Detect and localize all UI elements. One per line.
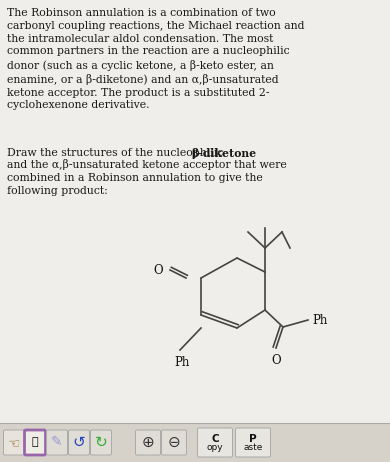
Text: The Robinson annulation is a combination of two
carbonyl coupling reactions, the: The Robinson annulation is a combination… xyxy=(7,8,305,110)
Text: β-diketone: β-diketone xyxy=(191,148,256,159)
FancyBboxPatch shape xyxy=(161,430,186,455)
Text: ↺: ↺ xyxy=(73,435,85,450)
Text: O: O xyxy=(153,263,163,276)
FancyBboxPatch shape xyxy=(4,430,25,455)
Text: Draw the structures of the nucleophilic: Draw the structures of the nucleophilic xyxy=(7,148,227,158)
FancyBboxPatch shape xyxy=(135,430,161,455)
Text: and the α,β-unsaturated ketone acceptor that were
combined in a Robinson annulat: and the α,β-unsaturated ketone acceptor … xyxy=(7,159,287,196)
FancyBboxPatch shape xyxy=(69,430,89,455)
Text: aste: aste xyxy=(243,443,263,452)
FancyBboxPatch shape xyxy=(46,430,67,455)
Text: opy: opy xyxy=(207,443,223,452)
FancyBboxPatch shape xyxy=(197,428,232,457)
Text: Ph: Ph xyxy=(174,356,190,369)
Bar xyxy=(0,423,390,462)
Text: 🗒: 🗒 xyxy=(32,438,38,448)
Text: C: C xyxy=(211,433,219,444)
Text: ⊖: ⊖ xyxy=(168,435,180,450)
Text: ⊕: ⊕ xyxy=(142,435,154,450)
Text: ↻: ↻ xyxy=(95,435,107,450)
Text: Ph: Ph xyxy=(312,314,327,327)
FancyBboxPatch shape xyxy=(90,430,112,455)
Text: O: O xyxy=(271,354,281,367)
FancyBboxPatch shape xyxy=(25,430,46,455)
Text: ☜: ☜ xyxy=(8,437,20,450)
FancyBboxPatch shape xyxy=(236,428,271,457)
Text: P: P xyxy=(249,433,257,444)
Text: ✎: ✎ xyxy=(51,436,63,450)
